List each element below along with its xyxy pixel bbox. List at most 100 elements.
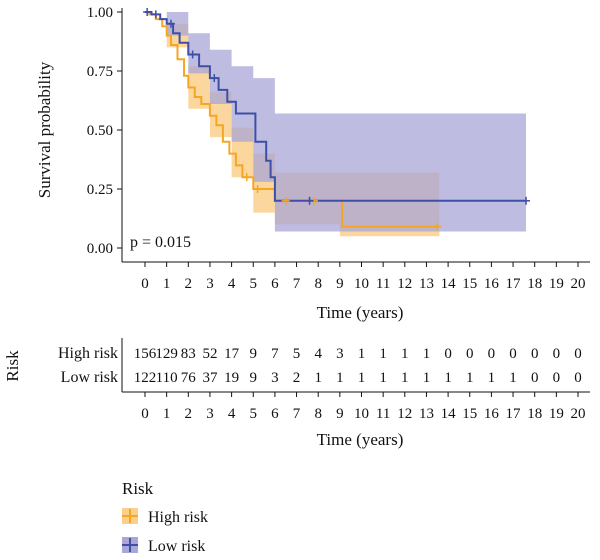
risk-count-cell: 129 [155, 346, 178, 362]
risk-count-cell: 1 [509, 370, 517, 386]
x-axis-ticks: 0 1 2 3 4 5 6 7 8 9 10 11 12 13 14 15 16 17 18 19 20 [141, 262, 586, 292]
risk-count-cell: 5 [293, 346, 301, 362]
confidence-bands [145, 12, 526, 244]
x-tick-label: 11 [376, 276, 390, 292]
risk-x-tick-label: 11 [376, 406, 390, 422]
risk-table-ylabel: Risk [3, 350, 22, 382]
risk-count-cell: 156 [134, 346, 157, 362]
risk-count-cell: 110 [156, 370, 178, 386]
risk-x-tick-label: 9 [336, 406, 344, 422]
risk-count-cell: 76 [181, 370, 197, 386]
risk-count-cell: 17 [224, 346, 240, 362]
risk-count-cell: 2 [293, 370, 301, 386]
y-tick-label: 0.75 [87, 64, 113, 80]
risk-x-tick-label: 4 [228, 406, 236, 422]
risk-count-cell: 1 [314, 370, 322, 386]
p-value-annotation: p = 0.015 [130, 234, 191, 251]
y-axis-ticks: 0.00 0.25 0.50 0.75 1.00 [87, 5, 122, 257]
risk-count-cell: 1 [444, 370, 452, 386]
risk-row-label-low: Low risk [61, 369, 118, 386]
legend-label-high: High risk [148, 509, 208, 526]
risk-count-cell: 1 [379, 370, 387, 386]
x-tick-label: 0 [141, 276, 149, 292]
x-tick-label: 7 [293, 276, 301, 292]
x-tick-label: 3 [206, 276, 214, 292]
x-tick-label: 13 [419, 276, 434, 292]
ci-band-low-risk [145, 12, 526, 232]
risk-x-tick-label: 16 [484, 406, 500, 422]
risk-count-cell: 122 [134, 370, 157, 386]
risk-count-cell: 0 [531, 370, 539, 386]
risk-count-cell: 1 [466, 370, 474, 386]
x-tick-label: 10 [354, 276, 369, 292]
risk-count-cell: 0 [531, 346, 539, 362]
censor-marks [143, 8, 531, 231]
risk-x-tick-label: 1 [163, 406, 171, 422]
risk-count-cell: 9 [250, 370, 258, 386]
risk-count-cell: 19 [224, 370, 239, 386]
risk-count-cell: 7 [271, 346, 279, 362]
y-tick-label: 0.50 [87, 123, 113, 139]
y-axis-title: Survival probability [35, 61, 54, 198]
x-axis-title: Time (years) [317, 303, 404, 322]
risk-count-cell: 0 [553, 370, 561, 386]
risk-count-cell: 1 [379, 346, 387, 362]
x-tick-label: 2 [185, 276, 193, 292]
risk-x-tick-label: 2 [185, 406, 193, 422]
risk-count-cell: 0 [444, 346, 452, 362]
risk-x-tick-label: 5 [250, 406, 258, 422]
risk-count-cell: 1 [423, 370, 431, 386]
risk-count-cell: 0 [574, 346, 582, 362]
survival-line-high-risk [145, 11, 440, 228]
risk-row-label-high: High risk [58, 345, 118, 362]
legend-item-high-risk: High risk [122, 508, 208, 526]
risk-x-tick-label: 14 [441, 406, 457, 422]
risk-x-tick-label: 0 [141, 406, 149, 422]
risk-x-tick-label: 12 [397, 406, 412, 422]
x-tick-label: 17 [506, 276, 522, 292]
risk-count-cell: 1 [336, 370, 344, 386]
risk-count-cell: 3 [336, 346, 344, 362]
risk-x-tick-label: 7 [293, 406, 301, 422]
x-tick-label: 15 [462, 276, 477, 292]
legend-label-low: Low risk [148, 538, 205, 555]
x-tick-label: 4 [228, 276, 236, 292]
y-tick-label: 1.00 [87, 5, 113, 21]
x-tick-label: 16 [484, 276, 500, 292]
x-tick-label: 8 [314, 276, 322, 292]
y-tick-label: 0.25 [87, 182, 113, 198]
risk-count-cell: 3 [271, 370, 279, 386]
y-tick-label: 0.00 [87, 241, 113, 257]
risk-x-tick-label: 13 [419, 406, 434, 422]
x-tick-label: 14 [441, 276, 457, 292]
x-tick-label: 1 [163, 276, 171, 292]
risk-count-cell: 1 [401, 346, 409, 362]
risk-count-cell: 0 [574, 370, 582, 386]
risk-count-cell: 52 [202, 346, 217, 362]
risk-x-tick-label: 6 [271, 406, 279, 422]
legend-item-low-risk: Low risk [122, 537, 205, 555]
risk-count-cell: 1 [423, 346, 431, 362]
risk-count-cell: 0 [509, 346, 517, 362]
risk-count-cell: 1 [358, 370, 366, 386]
risk-count-cell: 1 [401, 370, 409, 386]
risk-x-tick-label: 18 [527, 406, 542, 422]
risk-count-cell: 37 [202, 370, 218, 386]
x-tick-label: 6 [271, 276, 279, 292]
risk-x-tick-label: 10 [354, 406, 369, 422]
risk-x-tick-label: 3 [206, 406, 214, 422]
risk-x-tick-label: 20 [571, 406, 586, 422]
risk-count-cell: 0 [466, 346, 474, 362]
legend-title: Risk [122, 479, 154, 498]
risk-count-cell: 4 [314, 346, 322, 362]
x-tick-label: 5 [250, 276, 258, 292]
risk-count-cell: 83 [181, 346, 196, 362]
x-tick-label: 20 [571, 276, 586, 292]
x-tick-label: 12 [397, 276, 412, 292]
risk-table-x-ticks: 0 1 2 3 4 5 6 7 8 9 10 11 12 13 14 15 16 17 18 19 20 [141, 392, 586, 422]
risk-x-tick-label: 15 [462, 406, 477, 422]
x-tick-label: 9 [336, 276, 344, 292]
risk-x-tick-label: 19 [549, 406, 564, 422]
